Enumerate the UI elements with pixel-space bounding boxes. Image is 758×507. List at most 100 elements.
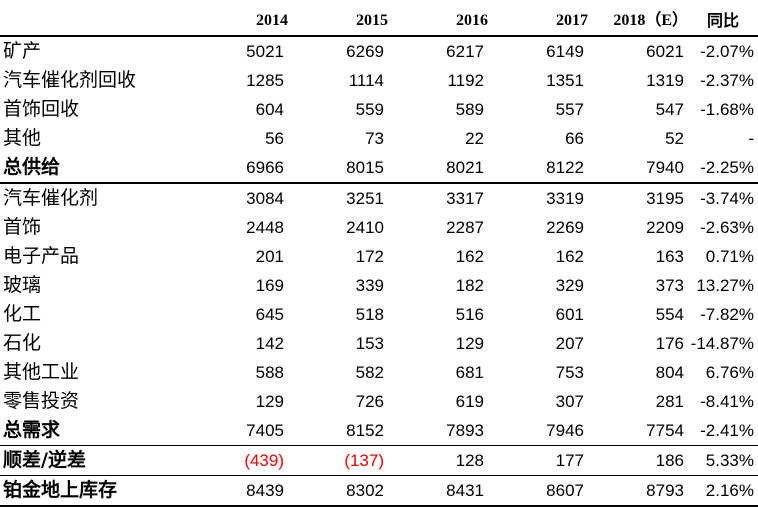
cell-value: 7754: [646, 421, 684, 440]
row-label: 汽车催化剂: [3, 187, 99, 209]
cell-value: 604: [255, 100, 284, 119]
cell-yoy: 5.33%: [688, 445, 758, 476]
cell-value: 142: [255, 334, 284, 353]
cell-value: 601: [555, 305, 584, 324]
cell-value: 339: [355, 276, 384, 295]
cell-value: 8152: [346, 421, 384, 440]
cell-value: 2287: [446, 218, 484, 237]
cell-value: 1114: [348, 71, 384, 90]
table-row: 其他工业 588 582 681 753 804 6.76%: [0, 358, 758, 387]
cell-value: 307: [555, 392, 584, 411]
cell-value: (439): [186, 445, 288, 476]
cell-value: 1192: [447, 71, 484, 90]
cell-value: 2209: [646, 218, 684, 237]
table-row: 化工 645 518 516 601 554 -7.82%: [0, 300, 758, 329]
cell-value: 619: [455, 392, 484, 411]
cell-value: 804: [655, 363, 684, 382]
cell-value: 8302: [288, 475, 388, 507]
cell-yoy: -14.87%: [690, 334, 754, 353]
cell-value: 554: [655, 305, 684, 324]
cell-value: 557: [555, 100, 584, 119]
cell-value: 176: [655, 334, 684, 353]
cell-value: 153: [355, 334, 384, 353]
header-year-2017: 2017: [488, 6, 588, 37]
cell-value: 8439: [186, 475, 288, 507]
cell-value: 5021: [246, 42, 284, 61]
platinum-supply-demand-table: 2014 2015 2016 2017 2018（E） 同比 矿产 5021 626…: [0, 6, 758, 507]
cell-value: 56: [265, 129, 284, 148]
cell-value: 588: [255, 363, 284, 382]
cell-value: 6149: [546, 42, 584, 61]
cell-value: 1285: [246, 71, 284, 90]
row-label: 总需求: [3, 419, 61, 441]
cell-value: 3317: [446, 189, 484, 208]
cell-value: 6217: [446, 42, 484, 61]
cell-value: 163: [655, 247, 684, 266]
row-label: 首饰: [3, 216, 42, 238]
row-label: 其他: [3, 127, 42, 149]
cell-value: 8122: [488, 153, 588, 184]
cell-value: 681: [455, 363, 484, 382]
cell-value: 6269: [346, 42, 384, 61]
cell-value: 3251: [346, 189, 384, 208]
table-row: 零售投资 129 726 619 307 281 -8.41%: [0, 387, 758, 416]
table-row: 汽车催化剂 3084 3251 3317 3319 3195 -3.74%: [0, 183, 758, 213]
row-label: 电子产品: [3, 245, 80, 267]
cell-yoy: -2.25%: [688, 153, 758, 184]
table-row: 玻璃 169 339 182 329 373 13.27%: [0, 271, 758, 300]
cell-yoy: -8.41%: [700, 392, 754, 411]
cell-value: 7405: [246, 421, 284, 440]
cell-value: 3319: [546, 189, 584, 208]
cell-value: 8021: [388, 153, 488, 184]
table-row: 首饰回收 604 559 589 557 547 -1.68%: [0, 95, 758, 124]
cell-value: 2410: [346, 218, 384, 237]
row-label: 汽车催化剂回收: [3, 69, 137, 91]
cell-yoy: -1.68%: [700, 100, 754, 119]
cell-value: 753: [555, 363, 584, 382]
cell-value: 182: [455, 276, 484, 295]
cell-value: 73: [365, 129, 384, 148]
cell-yoy: -: [748, 129, 754, 148]
cell-value: 281: [655, 392, 684, 411]
cell-value: 129: [455, 334, 484, 353]
cell-yoy: 2.16%: [688, 475, 758, 507]
table-row: 其他 56 73 22 66 52 -: [0, 124, 758, 153]
table-row: 首饰 2448 2410 2287 2269 2209 -2.63%: [0, 213, 758, 242]
cell-value: 1319: [646, 71, 684, 90]
row-label: 零售投资: [3, 390, 80, 412]
cell-yoy: -2.37%: [700, 71, 754, 90]
cell-value: 201: [255, 247, 284, 266]
header-yoy: 同比: [688, 6, 758, 37]
table-row: 矿产 5021 6269 6217 6149 6021 -2.07%: [0, 36, 758, 66]
table-row: 电子产品 201 172 162 162 163 0.71%: [0, 242, 758, 271]
cell-value: 52: [665, 129, 684, 148]
cell-yoy: 13.27%: [696, 276, 754, 295]
cell-value: 373: [655, 276, 684, 295]
table-row: 顺差/逆差 (439) (137) 128 177 186 5.33%: [0, 445, 758, 476]
cell-value: 589: [455, 100, 484, 119]
row-label: 顺差/逆差: [0, 445, 186, 476]
row-label: 首饰回收: [3, 98, 80, 120]
cell-value: 6021: [646, 42, 684, 61]
cell-value: 3195: [646, 189, 684, 208]
cell-value: 726: [355, 392, 384, 411]
table-row: 总需求 7405 8152 7893 7946 7754 -2.41%: [0, 416, 758, 446]
cell-value: 8793: [588, 475, 688, 507]
cell-value: 1351: [546, 71, 584, 90]
cell-value: 2269: [546, 218, 584, 237]
cell-value: 7893: [446, 421, 484, 440]
cell-value: 645: [255, 305, 284, 324]
cell-value: 3084: [246, 189, 284, 208]
cell-value: 186: [588, 445, 688, 476]
cell-yoy: 6.76%: [705, 363, 754, 382]
cell-value: 329: [555, 276, 584, 295]
cell-value: 547: [655, 100, 684, 119]
cell-yoy: 0.71%: [705, 247, 754, 266]
row-label: 矿产: [3, 40, 42, 62]
header-year-2015: 2015: [288, 6, 388, 37]
row-label: 玻璃: [3, 274, 42, 296]
cell-value: 8607: [488, 475, 588, 507]
cell-value: 207: [555, 334, 584, 353]
cell-value: 129: [255, 392, 284, 411]
row-label: 铂金地上库存: [0, 475, 186, 507]
